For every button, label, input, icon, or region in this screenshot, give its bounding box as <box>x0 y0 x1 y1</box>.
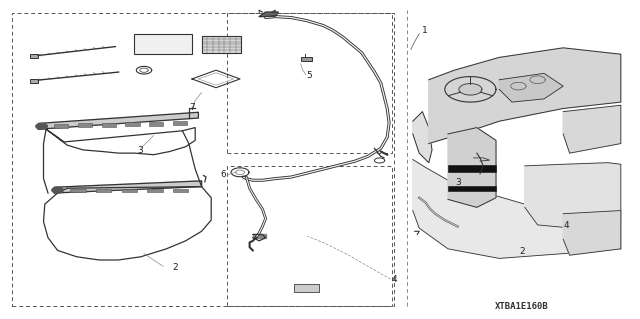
Bar <box>301 57 312 61</box>
Polygon shape <box>429 48 621 144</box>
Polygon shape <box>413 112 432 163</box>
Bar <box>202 36 241 53</box>
Bar <box>294 284 319 292</box>
Bar <box>54 124 68 128</box>
Polygon shape <box>563 211 621 255</box>
Bar <box>125 122 140 126</box>
Bar <box>227 13 392 153</box>
Bar <box>448 165 496 172</box>
Polygon shape <box>413 160 621 258</box>
Circle shape <box>52 187 63 193</box>
Polygon shape <box>253 234 266 238</box>
Bar <box>102 122 116 127</box>
Text: 3: 3 <box>138 146 143 155</box>
Bar <box>448 186 496 191</box>
Bar <box>30 54 38 58</box>
Text: 1: 1 <box>422 26 428 35</box>
Polygon shape <box>54 181 202 193</box>
Text: 3: 3 <box>456 178 461 187</box>
Polygon shape <box>459 84 482 95</box>
Text: 2: 2 <box>173 263 179 271</box>
Text: 7: 7 <box>189 103 195 112</box>
Text: 2: 2 <box>520 247 525 256</box>
Circle shape <box>36 123 47 129</box>
Polygon shape <box>448 128 496 207</box>
Bar <box>134 34 192 54</box>
Bar <box>70 189 86 192</box>
Bar <box>30 79 38 83</box>
Bar <box>12 13 394 306</box>
Text: 4: 4 <box>563 221 569 230</box>
Polygon shape <box>563 105 621 153</box>
Bar <box>78 123 92 127</box>
Polygon shape <box>525 163 621 230</box>
Bar <box>227 166 392 306</box>
Bar <box>149 122 163 126</box>
Text: 4: 4 <box>392 275 397 284</box>
Text: 6: 6 <box>221 170 227 179</box>
Text: 5: 5 <box>306 71 312 80</box>
Text: XTBA1E160B: XTBA1E160B <box>495 302 548 311</box>
Polygon shape <box>38 112 198 129</box>
Polygon shape <box>259 12 278 17</box>
Bar <box>122 189 137 192</box>
Bar <box>173 189 188 192</box>
Polygon shape <box>499 73 563 102</box>
Bar <box>96 189 111 192</box>
Bar <box>147 189 163 192</box>
Bar <box>173 121 187 125</box>
